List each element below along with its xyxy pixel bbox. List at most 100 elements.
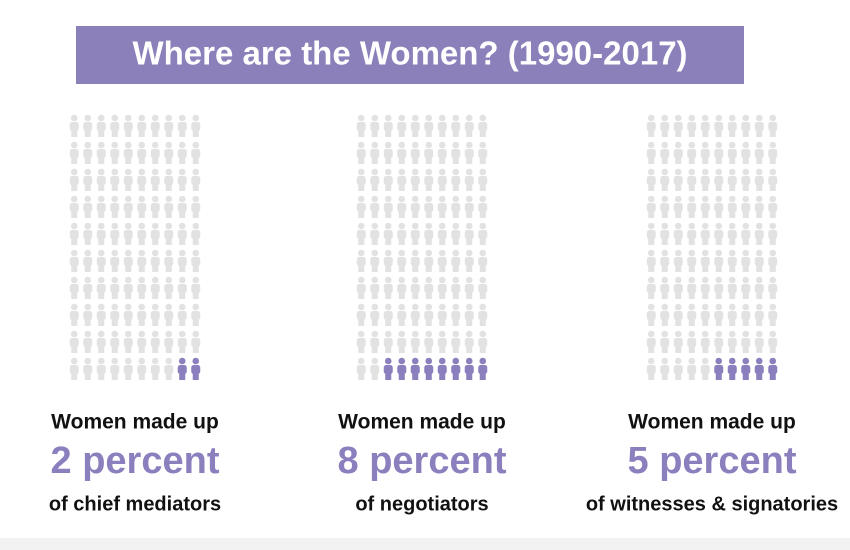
icon-head [97, 222, 105, 230]
icon-head [384, 276, 392, 284]
icon-body [437, 122, 447, 131]
icon-head [755, 249, 763, 257]
icon-legs [648, 183, 655, 191]
icon-legs [688, 345, 695, 353]
icon-body [451, 203, 461, 212]
icon-legs [756, 183, 763, 191]
icon-body [464, 338, 474, 347]
icon-legs [165, 264, 172, 272]
icon-legs [769, 372, 776, 380]
icon-body [177, 230, 187, 239]
icon-head [97, 357, 105, 365]
icon-legs [425, 291, 432, 299]
icon-body [356, 311, 366, 320]
icon-body [123, 365, 133, 374]
icon-head [465, 168, 473, 176]
icon-head [701, 276, 709, 284]
icon-head [465, 114, 473, 122]
icon-head [452, 114, 460, 122]
icon-legs [769, 183, 776, 191]
icon-body [356, 122, 366, 131]
icon-legs [688, 237, 695, 245]
icon-body [123, 257, 133, 266]
icon-head [647, 168, 655, 176]
icon-head [688, 330, 696, 338]
icon-head [178, 222, 186, 230]
icon-legs [98, 291, 105, 299]
icon-head [111, 222, 119, 230]
icon-body [96, 257, 106, 266]
icon-head [479, 303, 487, 311]
icon-legs [648, 129, 655, 137]
icon-body [410, 284, 420, 293]
icon-body [69, 149, 79, 158]
icon-body [123, 338, 133, 347]
icon-body [137, 230, 147, 239]
icon-head [438, 249, 446, 257]
icon-legs [439, 291, 446, 299]
icon-body [164, 284, 174, 293]
icon-head [371, 114, 379, 122]
icon-body [150, 311, 160, 320]
icon-legs [715, 237, 722, 245]
icon-body [164, 149, 174, 158]
icon-head [688, 114, 696, 122]
icon-body [177, 203, 187, 212]
icon-body [768, 257, 778, 266]
icon-legs [192, 372, 199, 380]
icon-legs [125, 210, 132, 218]
icon-head [151, 357, 159, 365]
icon-body [687, 230, 697, 239]
icon-legs [111, 291, 118, 299]
icon-legs [179, 318, 186, 326]
icon-body [673, 149, 683, 158]
icon-legs [412, 129, 419, 137]
icon-body [727, 176, 737, 185]
icon-legs [729, 345, 736, 353]
icon-legs [192, 129, 199, 137]
icon-head [769, 114, 777, 122]
icon-body [410, 311, 420, 320]
icon-head [769, 276, 777, 284]
icon-legs [756, 318, 763, 326]
highlighted-icons [714, 357, 778, 380]
icon-legs [452, 345, 459, 353]
icon-body [164, 365, 174, 374]
icon-head [755, 195, 763, 203]
icon-body [646, 284, 656, 293]
icon-legs [358, 156, 365, 164]
icon-head [398, 114, 406, 122]
icon-head [479, 276, 487, 284]
icon-head [452, 330, 460, 338]
icon-legs [125, 183, 132, 191]
icon-head [384, 195, 392, 203]
icon-body [673, 284, 683, 293]
icon-legs [371, 291, 378, 299]
icon-legs [71, 183, 78, 191]
icon-legs [84, 345, 91, 353]
icon-head [70, 303, 78, 311]
icon-head [70, 168, 78, 176]
icon-body [660, 365, 670, 374]
icon-body [150, 365, 160, 374]
icon-head [111, 249, 119, 257]
icon-body [110, 149, 120, 158]
icon-body [110, 311, 120, 320]
icon-legs [98, 372, 105, 380]
icon-body [700, 122, 710, 131]
icon-body [768, 203, 778, 212]
icon-body [451, 230, 461, 239]
icon-legs [452, 156, 459, 164]
icon-head [398, 195, 406, 203]
icon-head [661, 249, 669, 257]
icon-body [424, 365, 434, 374]
icon-body [397, 284, 407, 293]
icon-legs [71, 237, 78, 245]
icon-body [714, 122, 724, 131]
icon-legs [71, 345, 78, 353]
icon-legs [452, 372, 459, 380]
icon-head [138, 141, 146, 149]
icon-body [69, 338, 79, 347]
icon-legs [138, 237, 145, 245]
icon-legs [152, 345, 159, 353]
